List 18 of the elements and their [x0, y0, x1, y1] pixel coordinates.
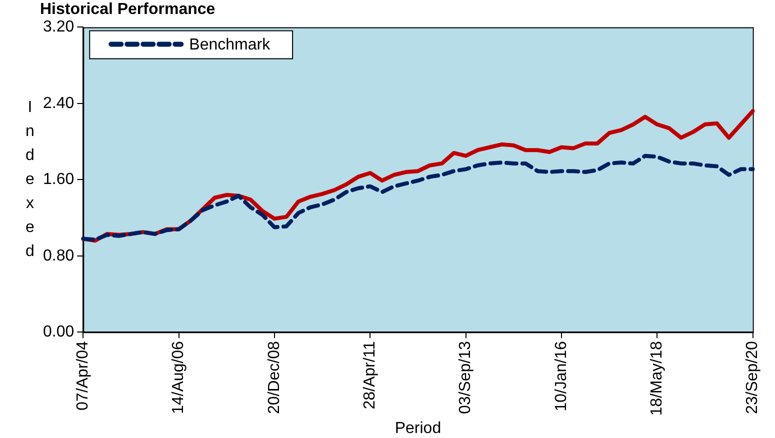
x-tick-label: 28/Apr/11: [362, 340, 379, 410]
chart-title: Historical Performance: [40, 1, 216, 18]
x-tick-label: 03/Sep/13: [457, 340, 474, 414]
y-tick-label: 1.60: [43, 171, 74, 188]
x-tick-label: 18/May/18: [648, 340, 666, 416]
x-tick-label: 23/Sep/20: [744, 340, 762, 414]
x-tick-label: 07/Apr/04: [74, 340, 92, 410]
x-tick-label: 10/Jan/16: [552, 340, 570, 412]
y-tick-label: 2.40: [43, 94, 74, 112]
y-tick-label: 0.00: [43, 323, 74, 340]
x-tick-label: 20/Dec/08: [266, 340, 283, 414]
line-series: [81, 154, 755, 242]
legend-label: Benchmark: [189, 36, 272, 54]
y-tick-label: 3.20: [43, 18, 74, 36]
x-axis-title: Period: [394, 420, 442, 437]
x-tick-label: 14/Aug/06: [170, 340, 188, 414]
y-tick-label: 0.80: [43, 247, 74, 264]
y-axis-title: Indexed: [26, 99, 35, 260]
